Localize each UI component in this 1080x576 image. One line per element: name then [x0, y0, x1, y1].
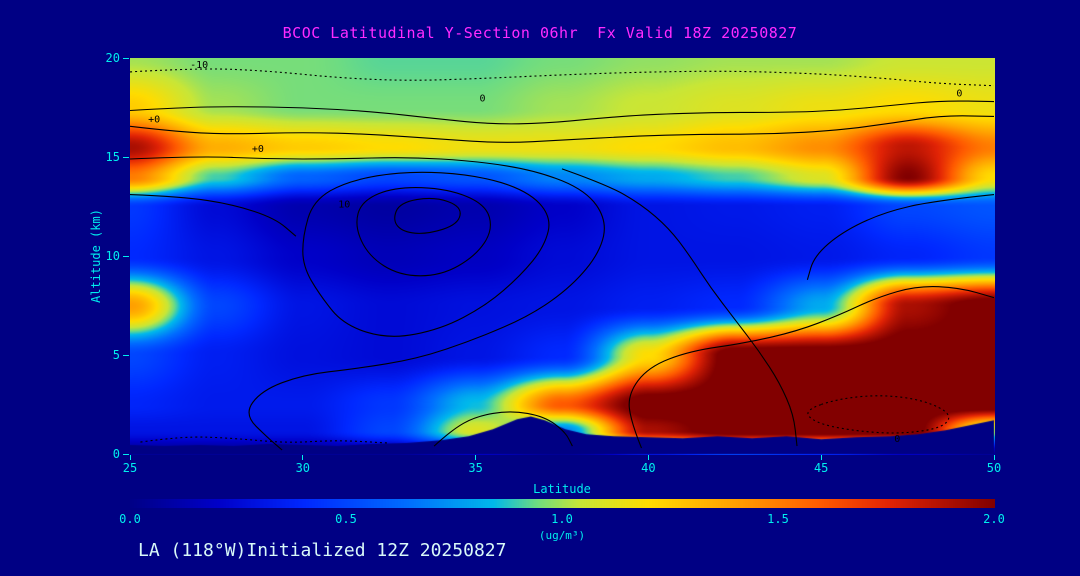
x-tick-label: 40: [641, 461, 656, 475]
colorbar-tick-label: 1.5: [767, 512, 789, 526]
contour-line-dotted: [807, 395, 950, 434]
contour-line-dotted: [140, 436, 390, 444]
y-tick-label: 10: [105, 249, 120, 263]
contour-line-solid: [806, 194, 995, 280]
y-tick-label: 20: [105, 51, 120, 65]
colorbar-tick-label: 1.0: [551, 512, 573, 526]
contour-line-solid: [356, 187, 491, 277]
x-tick-mark: [647, 455, 649, 460]
contour-label: 0: [479, 94, 485, 105]
y-tick-mark: [123, 156, 129, 158]
y-tick-mark: [123, 255, 129, 257]
contour-label: 10: [338, 200, 350, 211]
y-tick-mark: [123, 57, 129, 59]
x-tick-label: 50: [986, 461, 1002, 475]
colorbar-tick-label: 0.5: [335, 512, 357, 526]
x-axis-title: Latitude: [533, 482, 591, 496]
contour-line-solid: [394, 197, 461, 234]
colorbar-unit-label: (ug/m³): [538, 529, 586, 542]
init-caption: LA (118°W)Initialized 12Z 20250827: [138, 540, 507, 561]
contour-line-solid: [130, 100, 995, 125]
contour-label: 0: [894, 434, 900, 445]
contour-label: -10: [190, 60, 208, 71]
x-tick-label: 35: [468, 461, 483, 475]
heatmap-canvas: [130, 58, 995, 455]
y-tick-mark: [123, 354, 129, 356]
contour-line-solid: [302, 171, 550, 337]
contour-label: +0: [148, 114, 160, 125]
contour-label: +0: [252, 144, 264, 155]
y-tick-mark: [123, 453, 129, 455]
contour-line-solid: [561, 168, 798, 447]
contour-label: 0: [956, 89, 962, 100]
x-tick-mark: [993, 455, 995, 460]
contour-line-solid: [130, 156, 605, 451]
contour-line-solid: [130, 115, 995, 143]
contour-overlay-svg: -10 0 0 +0 +0 10 0: [130, 60, 995, 451]
contour-line-solid: [628, 286, 995, 449]
x-tick-label: 45: [813, 461, 829, 475]
x-tick-mark: [129, 455, 131, 460]
x-tick-mark: [302, 455, 304, 460]
colorbar-tick-label: 0.0: [119, 512, 141, 526]
colorbar-tick-label: 2.0: [983, 512, 1005, 526]
colorbar: [130, 499, 995, 508]
y-tick-label: 15: [105, 150, 120, 164]
x-tick-mark: [475, 455, 477, 460]
x-tick-mark: [820, 455, 822, 460]
y-axis-title: Altitude (km): [89, 209, 103, 303]
plot-title: BCOC Latitudinal Y-Section 06hr Fx Valid…: [282, 24, 798, 42]
x-tick-label: 25: [122, 461, 138, 475]
contour-line-solid: [433, 411, 573, 447]
contour-line-solid: [130, 194, 297, 237]
y-tick-label: 5: [112, 348, 120, 362]
y-tick-label: 0: [112, 447, 120, 461]
contour-line-dotted: [130, 68, 995, 87]
x-tick-label: 30: [295, 461, 311, 475]
